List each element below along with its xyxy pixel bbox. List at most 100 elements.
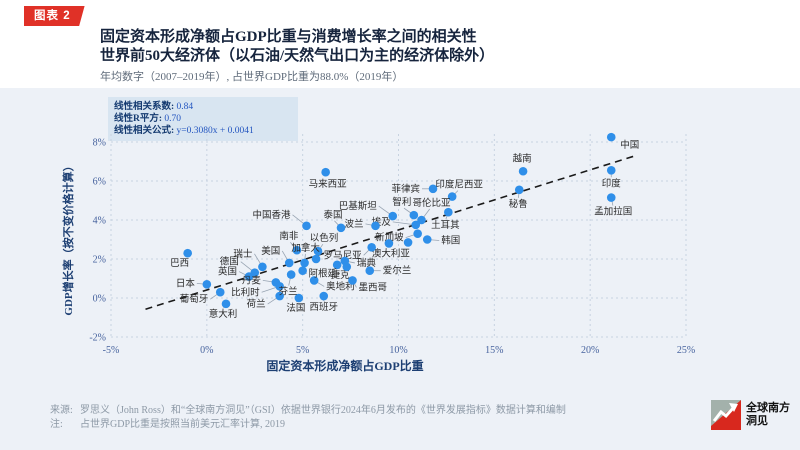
data-point <box>428 184 438 194</box>
data-point-label: 韩国 <box>441 235 460 247</box>
y-tick-label: 4% <box>93 216 106 227</box>
data-point <box>183 248 192 258</box>
trendline <box>145 154 637 310</box>
y-axis-title: GDP增长率（按不变价格计算） <box>63 160 75 316</box>
data-point <box>342 262 352 272</box>
data-point <box>321 167 330 177</box>
data-point-label: 瑞士 <box>233 248 253 260</box>
data-point-label: 美国 <box>261 245 280 257</box>
data-point-label: 智利 <box>392 196 411 208</box>
stat-correlation: 线性相关系数: 0.84 <box>114 102 194 112</box>
data-point-label: 意大利 <box>209 308 238 320</box>
data-point-label: 瑞典 <box>357 257 377 269</box>
brand-logo-text: 全球南方 洞见 <box>746 402 790 427</box>
data-point-label: 印度尼西亚 <box>435 179 483 191</box>
data-point <box>311 254 321 264</box>
data-point <box>221 299 231 309</box>
data-point <box>244 272 254 281</box>
data-point <box>447 192 457 201</box>
chart-title-line2: 世界前50大经济体（以石油/天然气出口为主的经济体除外） <box>100 48 495 64</box>
data-point-label: 新加坡 <box>375 232 404 244</box>
data-point <box>309 276 319 285</box>
data-point <box>313 246 323 256</box>
x-tick-label: 25% <box>677 345 695 356</box>
chart-title: 固定资本形成净额占GDP比重与消费增长率之间的相关性 世界前50大经济体（以石油… <box>100 28 720 66</box>
data-point <box>286 270 296 279</box>
footer-notes: 来源: 罗思义（John Ross）和“全球南方洞见”（GSI）依据世界银行20… <box>50 404 650 432</box>
data-point <box>202 280 212 289</box>
data-point-label: 以色列 <box>310 232 339 244</box>
data-point <box>422 235 432 244</box>
data-point <box>298 266 307 276</box>
data-point-label: 罗马尼亚 <box>324 250 363 261</box>
data-point-label: 巴基斯坦 <box>339 200 378 212</box>
data-point <box>444 207 453 217</box>
x-tick-label: 0% <box>200 345 213 356</box>
data-point-label: 德国 <box>220 256 239 268</box>
brand-logo: 全球南方 洞见 <box>711 400 790 430</box>
y-tick-label: 8% <box>93 138 106 149</box>
y-tick-label: 2% <box>93 255 106 266</box>
data-point <box>332 260 342 270</box>
data-point <box>258 262 267 272</box>
y-tick-label: 6% <box>93 177 106 188</box>
stat-r-squared: 线性R平方: 0.70 <box>114 114 182 124</box>
data-point-label: 印度 <box>602 177 622 189</box>
data-point-label: 芬兰 <box>279 286 298 298</box>
data-point-label: 波兰 <box>344 218 363 230</box>
x-axis-title: 固定资本形成净额占GDP比重 <box>266 359 424 373</box>
data-point <box>403 238 413 247</box>
data-point-label: 法国 <box>286 302 305 314</box>
brand-logo-icon <box>711 400 741 430</box>
data-point-label: 孟加拉国 <box>594 206 632 218</box>
data-point <box>606 132 616 142</box>
data-point-label: 中国香港 <box>252 209 291 221</box>
note-row: 注: 占世界GDP比重是按照当前美元汇率计算, 2019 <box>50 418 650 432</box>
data-point-label: 菲律宾 <box>391 183 420 195</box>
data-point <box>388 211 398 221</box>
data-point-label: 中国 <box>620 139 639 151</box>
source-text: 罗思义（John Ross）和“全球南方洞见”（GSI）依据世界银行2024年6… <box>80 405 566 416</box>
y-tick-label: 0% <box>93 294 106 305</box>
data-point <box>606 193 616 202</box>
data-point <box>319 291 329 301</box>
data-point <box>518 166 528 176</box>
data-point <box>365 266 375 276</box>
data-point <box>411 220 421 230</box>
source-label: 来源: <box>50 405 73 416</box>
data-point <box>336 223 346 233</box>
data-point-label: 英国 <box>218 266 237 278</box>
data-point <box>302 221 311 231</box>
data-point-label: 阿根廷 <box>309 268 338 280</box>
stat-formula: 线性相关公式: y=0.3080x + 0.0041 <box>114 126 254 136</box>
source-row: 来源: 罗思义（John Ross）和“全球南方洞见”（GSI）依据世界银行20… <box>50 404 650 418</box>
x-tick-label: 15% <box>485 345 503 356</box>
note-text: 占世界GDP比重是按照当前美元汇率计算, 2019 <box>80 419 286 430</box>
data-point-label: 秘鲁 <box>509 198 528 210</box>
data-point <box>514 185 524 195</box>
data-point <box>367 243 376 252</box>
x-tick-label: 10% <box>389 345 407 356</box>
x-tick-label: 5% <box>296 345 309 356</box>
regression-stats-box: 线性相关系数: 0.84 线性R平方: 0.70 线性相关公式: y=0.308… <box>108 97 298 141</box>
data-point-label: 西班牙 <box>309 301 338 313</box>
figure-number-badge: 图表 2 <box>24 6 85 26</box>
data-point-label: 越南 <box>513 152 532 164</box>
data-point <box>348 276 357 285</box>
data-point-label: 捷克 <box>331 269 351 281</box>
note-label: 注: <box>50 419 63 430</box>
data-point-label: 葡萄牙 <box>180 293 209 305</box>
data-point <box>284 258 294 268</box>
data-point <box>300 258 309 268</box>
x-tick-label: 20% <box>581 345 599 356</box>
data-point <box>606 165 616 175</box>
data-point <box>215 287 225 297</box>
data-point-label: 澳大利亚 <box>372 247 411 259</box>
data-point <box>417 215 426 225</box>
data-point-label: 奥地利 <box>326 280 355 292</box>
data-point <box>413 229 422 238</box>
data-point-label: 比利时 <box>231 286 260 298</box>
data-point-label: 土耳其 <box>431 219 460 231</box>
